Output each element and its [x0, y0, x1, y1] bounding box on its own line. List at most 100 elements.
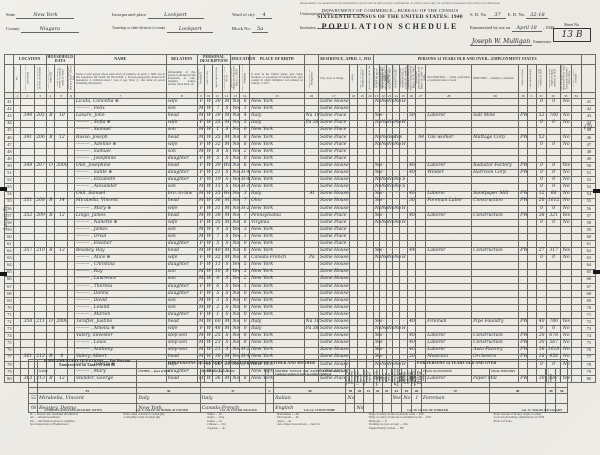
ed-label: E. D. No.: [507, 12, 526, 17]
incorporated-place-label: Incorporated place: [112, 12, 147, 17]
cell-street: [12, 311, 22, 320]
cell-resst: [357, 183, 368, 192]
supplementary-questions-table: SUPPLEMENTARY QUESTIONS — For Persons En…: [27, 359, 568, 414]
cell-street: [12, 247, 22, 256]
cell-wages: [545, 147, 561, 157]
cell-hrs: [406, 140, 417, 149]
cell-code: [526, 98, 537, 107]
cell-mar: M: [221, 218, 232, 227]
column-header-v5: War or military service: [381, 367, 392, 389]
cell-rel: wife: [165, 218, 198, 227]
cell-rel: daughter: [165, 169, 198, 178]
street-name-vertical: Locust St.: [3, 204, 9, 230]
cell-occ: Laborer: [425, 211, 473, 220]
cell-visit: [33, 332, 47, 341]
cell-cls: -: [398, 339, 408, 348]
column-header-grade: Highest grade of school completed: [239, 63, 251, 94]
column-header-row: Street, avenue, road, etc. House number (…: [4, 63, 597, 94]
cell-code: [526, 183, 537, 192]
cell-house: [20, 105, 35, 114]
cell-resfarm: [366, 162, 374, 171]
cell-rel: wife: [165, 325, 198, 334]
cell-sex: M: [196, 247, 206, 256]
cell-cow: [518, 225, 528, 235]
cell-street: [12, 240, 22, 249]
cell-resco: [348, 147, 359, 157]
table-row: 45 ——— , Samuel son M W 1 S No 0 New York Same Pla…: [4, 126, 597, 135]
line-number-right: 68: [580, 289, 597, 298]
cell-code: [526, 140, 537, 149]
cell-value: 2000: [54, 318, 69, 327]
column-header-e4: If not seeking work, did he HAVE A JOB?: [392, 63, 400, 94]
column-group: HOUSEHOLD DATA: [45, 54, 76, 65]
cell-fsch: [570, 275, 582, 284]
line-number-left: 45: [4, 126, 14, 135]
table-row: 73 ——— , Amelia ⊛ wife F W 48 M No 0 Italy Pa 38 Sa…: [4, 325, 597, 334]
cell-house: [20, 98, 35, 107]
cell-street: [12, 346, 22, 355]
column-header-father: FATHER — place of birth: [136, 367, 201, 389]
cell-cit: [303, 147, 320, 157]
cell-grade: 0: [239, 296, 251, 306]
cell-res: Same House: [318, 247, 350, 256]
table-row: 62 357 210 R 13 Beasley, Ray head M W 40 M No 6 New Y…: [4, 247, 597, 256]
cell-color: W: [204, 304, 213, 313]
cell-value: [54, 332, 69, 341]
cell-house: 341: [20, 133, 35, 142]
cell-sex: M: [196, 304, 206, 313]
cell-own: [45, 304, 56, 313]
cell-ind: [471, 218, 520, 227]
cell-ind: [471, 147, 520, 157]
enumeration-date-field: Enumerated by me on April 18 , 1940.: [470, 25, 556, 32]
cell-age: 32: [211, 140, 223, 149]
cell-hrs: 40: [406, 162, 417, 171]
table-row: 53 ——— , Alexander son M W 15 S Yes H-1 New York S…: [4, 183, 597, 192]
line-number-left: 71: [4, 311, 14, 320]
incorporated-place-value: Lockport: [147, 12, 204, 19]
cell-sex: F: [196, 176, 206, 185]
cell-own: [45, 296, 56, 306]
enumerator-label: Enumerator: [533, 40, 552, 44]
line-number-left: 48: [4, 147, 14, 157]
cell-grade: 0: [239, 318, 251, 327]
cell-pob: New York: [249, 169, 305, 178]
column-header-code: Code (leave blank): [526, 63, 537, 94]
cell-cow: [518, 98, 528, 107]
cell-oth: No: [559, 140, 572, 149]
cell-grade: 3: [239, 225, 251, 235]
column-number: 36: [136, 387, 201, 395]
cell-sch: Yes: [230, 225, 241, 235]
cell-value: [54, 218, 69, 227]
cell-resfarm: [366, 112, 374, 121]
cell-mar: M: [221, 140, 232, 149]
cell-ind: [471, 296, 520, 306]
cell-mar: S: [221, 240, 232, 249]
cell-street: [12, 254, 22, 263]
cell-dur: [415, 204, 427, 213]
cell-visit: [33, 282, 47, 291]
cell-cit: [303, 169, 320, 178]
cell-fsch: [570, 318, 582, 327]
line-number-left: 70: [4, 304, 14, 313]
cell-mar: M: [221, 98, 232, 107]
cell-sex: M: [196, 339, 206, 348]
cell-res: Same House: [318, 332, 350, 341]
cell-pob: New York: [249, 183, 305, 192]
cell-resst: [357, 169, 368, 178]
cell-resfarm: [366, 318, 374, 327]
cell-resst: [357, 254, 368, 263]
cell-pob: New York: [249, 289, 305, 298]
line-number-left: 73: [4, 325, 14, 334]
cell-visit: [33, 325, 47, 334]
cell-cit: [303, 197, 320, 206]
cell-resco: [348, 282, 359, 291]
cell-resfarm: [366, 105, 374, 114]
cell-sex: F: [196, 311, 206, 320]
cell-grade: 0: [239, 325, 251, 334]
cell-visit: [33, 339, 47, 348]
cell-cit: [303, 176, 320, 185]
cell-resfarm: [366, 211, 374, 220]
cell-ind: [471, 176, 520, 185]
line-number-right: 80: [580, 374, 597, 384]
cell-resst: [357, 112, 368, 121]
